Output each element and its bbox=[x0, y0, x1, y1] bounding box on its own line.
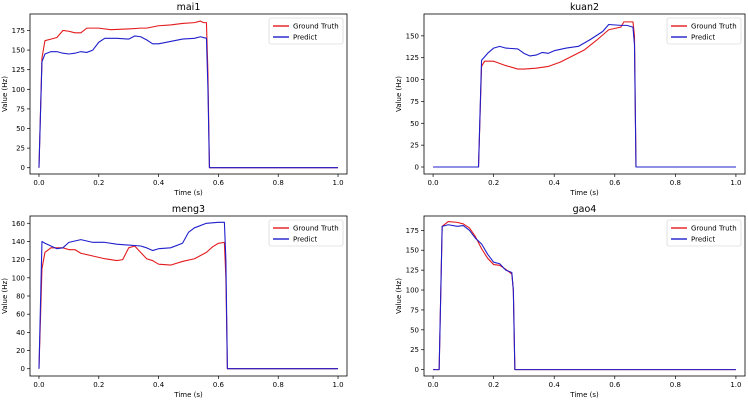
x-tick-label: 0.6 bbox=[213, 381, 225, 389]
y-tick-label: 0 bbox=[21, 164, 25, 172]
chart-title: mai1 bbox=[177, 2, 201, 13]
x-tick-label: 1.0 bbox=[730, 381, 741, 389]
y-axis-label: Value (Hz) bbox=[395, 278, 403, 314]
y-axis-label: Value (Hz) bbox=[395, 76, 403, 112]
y-tick-label: 20 bbox=[16, 347, 25, 355]
y-tick-label: 100 bbox=[12, 274, 25, 282]
y-tick-label: 150 bbox=[406, 32, 419, 40]
x-tick-label: 0.2 bbox=[488, 381, 499, 389]
chart-kuan2: kuan2 0.0 0.2 0.4 0.6 0.8 1.0 0 25 50 75 100 125 150 T… bbox=[395, 2, 746, 197]
legend: Ground Truth Predict bbox=[268, 219, 344, 247]
x-tick-label: 0.6 bbox=[609, 381, 621, 389]
series-line-predict bbox=[433, 23, 736, 168]
y-axis-label: Value (Hz) bbox=[1, 278, 9, 314]
y-tick-label: 75 bbox=[410, 306, 419, 314]
y-tick-label: 50 bbox=[16, 125, 25, 133]
y-tick-label: 60 bbox=[16, 311, 25, 319]
legend-label: Ground Truth bbox=[293, 23, 339, 31]
y-tick-label: 0 bbox=[415, 164, 419, 172]
x-tick-label: 0.6 bbox=[213, 179, 225, 187]
series-line-ground-truth bbox=[38, 241, 339, 370]
legend-label: Ground Truth bbox=[691, 23, 737, 31]
x-tick-label: 0.8 bbox=[273, 179, 284, 187]
x-tick-label: 0.4 bbox=[549, 179, 561, 187]
y-tick-label: 125 bbox=[12, 66, 25, 74]
x-tick-label: 0.0 bbox=[428, 179, 439, 187]
legend-label: Ground Truth bbox=[293, 225, 339, 233]
x-tick-label: 0.2 bbox=[488, 179, 499, 187]
y-tick-label: 100 bbox=[12, 86, 25, 94]
x-tick-label: 0.2 bbox=[93, 381, 104, 389]
legend-label: Predict bbox=[293, 236, 317, 244]
y-tick-label: 50 bbox=[410, 120, 419, 128]
y-tick-label: 120 bbox=[12, 256, 25, 264]
legend: Ground Truth Predict bbox=[666, 17, 742, 45]
y-tick-label: 0 bbox=[415, 366, 419, 374]
plot-frame bbox=[423, 13, 746, 175]
chart-meng3: meng3 0.0 0.2 0.4 0.6 0.8 1.0 0 20 40 60 80 100 120 14… bbox=[1, 204, 348, 399]
legend-label: Predict bbox=[293, 34, 317, 42]
y-tick-label: 160 bbox=[12, 220, 25, 228]
series-line-ground-truth bbox=[433, 21, 736, 168]
plot-frame bbox=[29, 13, 348, 175]
legend-label: Predict bbox=[691, 34, 715, 42]
x-tick-label: 0.8 bbox=[273, 381, 284, 389]
chart-title: meng3 bbox=[172, 204, 205, 215]
y-tick-label: 125 bbox=[406, 267, 419, 275]
x-axis-label: Time (s) bbox=[569, 189, 599, 197]
legend-label: Predict bbox=[691, 236, 715, 244]
y-tick-label: 25 bbox=[410, 346, 419, 354]
x-tick-label: 0.8 bbox=[670, 381, 681, 389]
y-tick-label: 75 bbox=[16, 105, 25, 113]
y-axis-label: Value (Hz) bbox=[1, 76, 9, 112]
y-tick-label: 140 bbox=[12, 238, 25, 246]
y-tick-label: 75 bbox=[410, 98, 419, 106]
x-tick-label: 0.0 bbox=[33, 179, 44, 187]
x-tick-label: 0.4 bbox=[549, 381, 561, 389]
y-tick-label: 100 bbox=[406, 76, 419, 84]
x-axis-label: Time (s) bbox=[569, 391, 599, 399]
x-tick-label: 0.4 bbox=[153, 179, 165, 187]
series-line-ground-truth bbox=[38, 20, 339, 169]
y-tick-label: 100 bbox=[406, 287, 419, 295]
y-tick-label: 25 bbox=[410, 142, 419, 150]
x-axis-label: Time (s) bbox=[173, 391, 203, 399]
y-tick-label: 150 bbox=[12, 47, 25, 55]
y-tick-label: 80 bbox=[16, 293, 25, 301]
x-tick-label: 0.8 bbox=[670, 179, 681, 187]
y-tick-label: 175 bbox=[406, 227, 419, 235]
series-line-predict bbox=[433, 224, 736, 371]
y-tick-label: 50 bbox=[410, 326, 419, 334]
x-tick-label: 0.4 bbox=[153, 381, 165, 389]
x-axis-label: Time (s) bbox=[173, 189, 203, 197]
x-tick-label: 1.0 bbox=[332, 179, 343, 187]
legend: Ground Truth Predict bbox=[666, 219, 742, 247]
legend-label: Ground Truth bbox=[691, 225, 737, 233]
x-tick-label: 0.0 bbox=[428, 381, 439, 389]
y-tick-label: 0 bbox=[21, 365, 25, 373]
y-tick-label: 125 bbox=[406, 54, 419, 62]
series-line-predict bbox=[38, 35, 339, 169]
chart-gao4: gao4 0.0 0.2 0.4 0.6 0.8 1.0 0 25 50 75 100 125 150 17… bbox=[395, 204, 746, 399]
series-line-predict bbox=[38, 221, 339, 370]
x-tick-label: 0.2 bbox=[93, 179, 104, 187]
legend: Ground Truth Predict bbox=[268, 17, 344, 45]
x-tick-label: 0.0 bbox=[33, 381, 44, 389]
x-tick-label: 0.6 bbox=[609, 179, 621, 187]
y-tick-label: 25 bbox=[16, 145, 25, 153]
y-tick-label: 150 bbox=[406, 247, 419, 255]
x-tick-label: 1.0 bbox=[730, 179, 741, 187]
x-tick-label: 1.0 bbox=[332, 381, 343, 389]
y-tick-label: 175 bbox=[12, 27, 25, 35]
chart-title: kuan2 bbox=[570, 2, 599, 13]
plot-frame bbox=[423, 215, 746, 377]
chart-mai1: mai1 0.0 0.2 0.4 0.6 0.8 1.0 0 25 50 75 100 125 150 17… bbox=[1, 2, 348, 197]
y-tick-label: 40 bbox=[16, 329, 25, 337]
chart-title: gao4 bbox=[573, 204, 597, 215]
